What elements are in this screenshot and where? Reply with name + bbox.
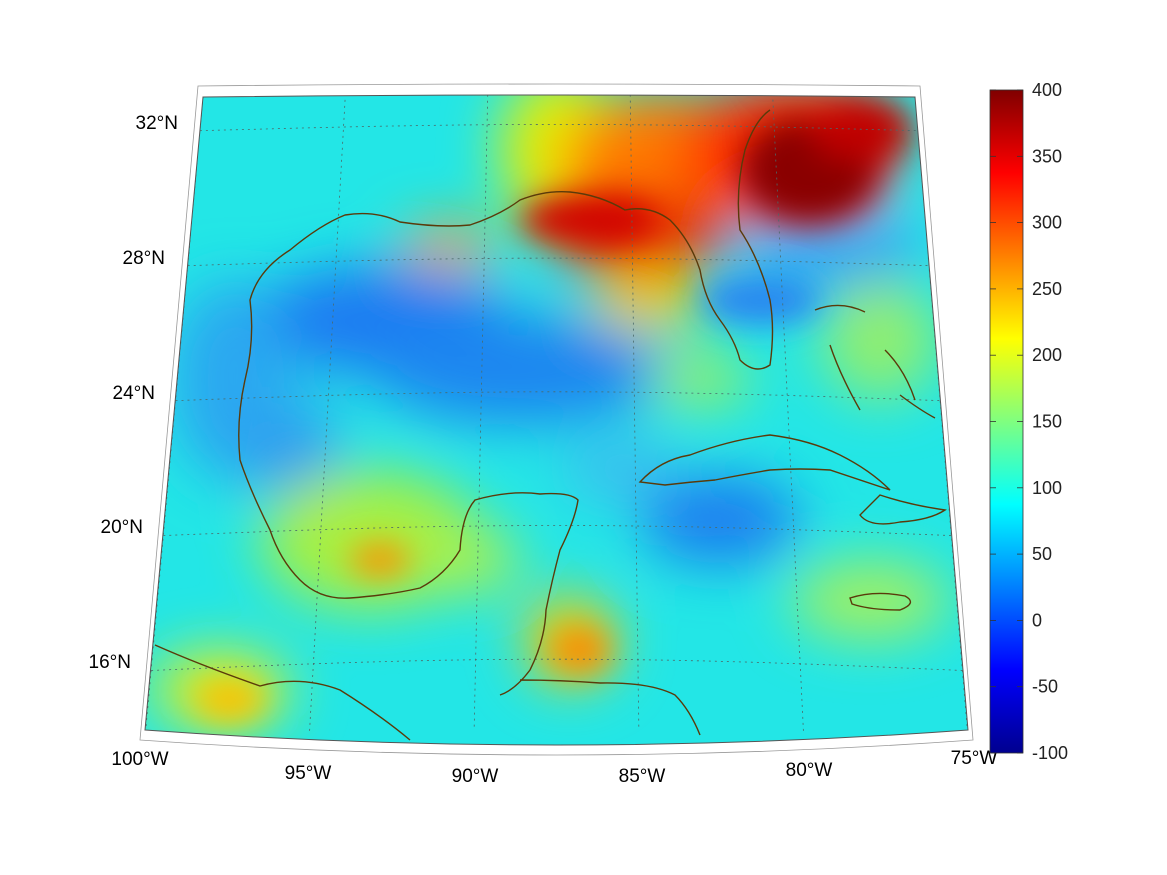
field-peaks xyxy=(195,100,910,720)
lat-label-20: 20°N xyxy=(101,517,143,538)
longitude-labels: 100°W 95°W 90°W 85°W 80°W 75°W xyxy=(111,748,997,787)
colorbar-tick-label: 50 xyxy=(1032,544,1052,564)
lon-label-75w: 75°W xyxy=(951,748,998,769)
colorbar: 400 350 300 250 200 150 100 50 0 -50 -100 xyxy=(989,80,1068,763)
colorbar-tick-label: 150 xyxy=(1032,412,1062,432)
cuba-coastline xyxy=(638,434,891,491)
data-field xyxy=(145,95,968,745)
colorbar-tick-label: 350 xyxy=(1032,146,1062,166)
jamaica-coastline xyxy=(849,592,912,611)
field-blobs xyxy=(150,95,950,730)
gulf-coastline xyxy=(154,109,774,741)
lon-label-100w: 100°W xyxy=(111,749,168,770)
meridian-line xyxy=(629,95,640,727)
colorbar-tick-label: 400 xyxy=(1032,80,1062,100)
bahamas-coastline xyxy=(814,304,936,419)
lat-label-28: 28°N xyxy=(123,248,165,269)
colorbar-tick-label: -100 xyxy=(1032,743,1068,763)
lat-label-24: 24°N xyxy=(113,383,155,404)
lon-label-95w: 95°W xyxy=(285,763,332,784)
colorbar-tick-label: -50 xyxy=(1032,677,1058,697)
meridian-line xyxy=(473,95,489,727)
lon-label-90w: 90°W xyxy=(452,766,499,787)
meridian-line xyxy=(309,95,346,731)
lon-label-85w: 85°W xyxy=(619,766,666,787)
colorbar-tick-label: 0 xyxy=(1032,610,1042,630)
colorbar-tick-label: 250 xyxy=(1032,279,1062,299)
lon-label-80w: 80°W xyxy=(786,760,833,781)
colorbar-ticks: 400 350 300 250 200 150 100 50 0 -50 -100 xyxy=(990,80,1068,763)
colorbar-tick-label: 200 xyxy=(1032,345,1062,365)
lat-label-32: 32°N xyxy=(136,113,178,134)
hispaniola-coastline xyxy=(859,494,947,525)
parallel-line xyxy=(175,391,941,401)
coastlines xyxy=(154,109,947,741)
map-frame-outer xyxy=(139,83,974,756)
colorbar-tick-label: 100 xyxy=(1032,478,1062,498)
map-frame xyxy=(144,94,969,746)
latitude-labels: 32°N 28°N 24°N 20°N 16°N xyxy=(89,113,178,673)
colorbar-tick-label: 300 xyxy=(1032,213,1062,233)
lat-label-16: 16°N xyxy=(89,652,131,673)
meridian-line xyxy=(772,95,804,731)
